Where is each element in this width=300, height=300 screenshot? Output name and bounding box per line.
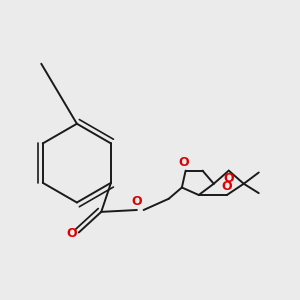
Text: O: O [178,156,189,169]
Text: O: O [132,195,142,208]
Text: O: O [222,180,232,193]
Text: O: O [67,227,77,240]
Text: O: O [224,172,234,185]
